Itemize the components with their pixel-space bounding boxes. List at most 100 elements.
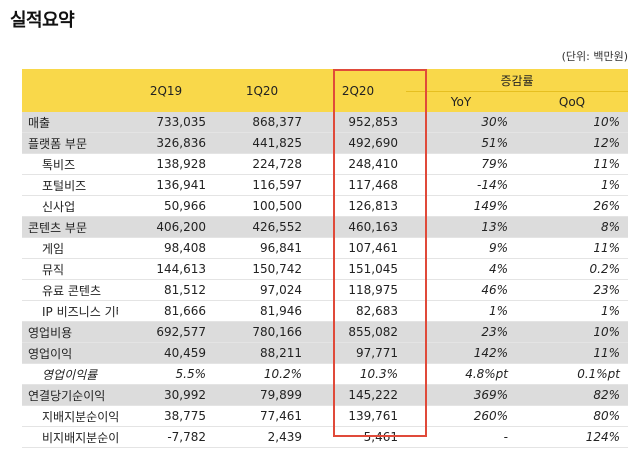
cell-yoy: 260% [473, 409, 508, 423]
row-label: IP 비즈니스 기타 [42, 304, 118, 319]
earnings-summary-table: 2Q19 1Q20 2Q20 증감률 YoY QoQ 매출 733,035 86… [22, 69, 628, 448]
cell-qoq: 0.1%pt [577, 367, 620, 381]
cell-1q20: 96,841 [260, 241, 302, 255]
header-growth-rate: 증감률 [406, 69, 628, 92]
table-row: 뮤직 144,613 150,742 151,045 4% 0.2% [22, 259, 628, 280]
table-row: 비지배지분순이익 -7,782 2,439 5,461 - 124% [22, 427, 628, 448]
cell-1q20: 77,461 [260, 409, 302, 423]
table-row: 콘텐츠 부문 406,200 426,552 460,163 13% 8% [22, 216, 628, 238]
cell-1q20: 100,500 [252, 199, 302, 213]
header-yoy: YoY [406, 91, 516, 112]
cell-2q19: -7,782 [167, 430, 206, 444]
cell-yoy: 79% [481, 157, 508, 171]
table-row: IP 비즈니스 기타 81,666 81,946 82,683 1% 1% [22, 301, 628, 322]
cell-yoy: 369% [406, 384, 516, 406]
cell-yoy: 51% [406, 132, 516, 154]
cell-1q20: 441,825 [214, 132, 310, 154]
cell-qoq: 23% [593, 283, 620, 297]
row-label: 게임 [42, 241, 65, 256]
row-label: 플랫폼 부문 [22, 132, 118, 154]
row-label: 신사업 [42, 199, 76, 214]
cell-2q19: 5.5% [175, 367, 207, 381]
cell-1q20: 150,742 [252, 262, 302, 276]
cell-qoq: 80% [593, 409, 620, 423]
cell-qoq: 12% [516, 132, 628, 154]
cell-2q19: 144,613 [156, 262, 206, 276]
cell-qoq: 26% [593, 199, 620, 213]
cell-2q20: 855,082 [310, 321, 406, 343]
page-title: 실적요약 [10, 10, 75, 31]
cell-yoy: -14% [476, 178, 508, 192]
table-row: 영업비용 692,577 780,166 855,082 23% 10% [22, 321, 628, 343]
row-label: 비지배지분순이익 [42, 430, 118, 445]
cell-2q20: 107,461 [348, 241, 398, 255]
cell-yoy: 9% [488, 241, 508, 255]
table-row: 게임 98,408 96,841 107,461 9% 11% [22, 238, 628, 259]
row-label: 유료 콘텐츠 [42, 283, 102, 298]
header-item-column [22, 69, 118, 112]
cell-yoy: 46% [481, 283, 508, 297]
cell-qoq: 8% [516, 216, 628, 238]
table-row: 영업이익률 5.5% 10.2% 10.3% 4.8%pt 0.1%pt [22, 364, 628, 385]
cell-yoy: 1% [488, 304, 508, 318]
row-label: 영업이익률 [42, 367, 98, 382]
cell-2q19: 733,035 [118, 112, 214, 133]
cell-qoq: 82% [516, 384, 628, 406]
cell-2q20: 82,683 [356, 304, 398, 318]
cell-2q20: 145,222 [310, 384, 406, 406]
cell-2q20: 139,761 [348, 409, 398, 423]
cell-2q20: 492,690 [310, 132, 406, 154]
cell-yoy: 149% [473, 199, 508, 213]
cell-2q20: 97,771 [310, 342, 406, 364]
row-label: 매출 [22, 112, 118, 133]
row-label: 뮤직 [42, 262, 65, 277]
cell-yoy: 4% [488, 262, 508, 276]
cell-2q19: 406,200 [118, 216, 214, 238]
cell-qoq: 10% [516, 112, 628, 133]
unit-note: (단위: 백만원) [561, 50, 628, 63]
cell-2q19: 38,775 [164, 409, 206, 423]
header-period-2q20: 2Q20 [310, 69, 406, 112]
row-label: 톡비즈 [42, 157, 76, 172]
cell-2q20: 5,461 [363, 430, 398, 444]
cell-2q20: 10.3% [359, 367, 398, 381]
cell-qoq: 124% [585, 430, 620, 444]
cell-2q20: 117,468 [348, 178, 398, 192]
cell-yoy: 142% [406, 342, 516, 364]
cell-qoq: 11% [516, 342, 628, 364]
row-label: 포털비즈 [42, 178, 87, 193]
cell-1q20: 81,946 [260, 304, 302, 318]
cell-2q19: 138,928 [156, 157, 206, 171]
cell-qoq: 1% [600, 178, 620, 192]
cell-2q20: 126,813 [348, 199, 398, 213]
cell-2q20: 248,410 [348, 157, 398, 171]
cell-qoq: 1% [600, 304, 620, 318]
cell-2q19: 692,577 [118, 321, 214, 343]
header-period-2q19: 2Q19 [118, 69, 214, 112]
cell-yoy: 4.8%pt [465, 367, 508, 381]
header-qoq: QoQ [516, 91, 628, 112]
cell-2q19: 81,666 [164, 304, 206, 318]
cell-yoy: 13% [406, 216, 516, 238]
cell-2q19: 326,836 [118, 132, 214, 154]
table-row: 영업이익 40,459 88,211 97,771 142% 11% [22, 342, 628, 364]
row-label: 영업비용 [22, 321, 118, 343]
cell-yoy: 23% [406, 321, 516, 343]
cell-2q19: 50,966 [164, 199, 206, 213]
cell-yoy: 30% [406, 112, 516, 133]
cell-2q20: 151,045 [348, 262, 398, 276]
cell-1q20: 116,597 [252, 178, 302, 192]
cell-1q20: 780,166 [214, 321, 310, 343]
cell-2q19: 136,941 [156, 178, 206, 192]
cell-1q20: 88,211 [214, 342, 310, 364]
cell-2q19: 81,512 [164, 283, 206, 297]
cell-1q20: 79,899 [214, 384, 310, 406]
row-label: 지배지분순이익 [42, 409, 118, 424]
cell-2q19: 40,459 [118, 342, 214, 364]
table-row: 지배지분순이익 38,775 77,461 139,761 260% 80% [22, 406, 628, 427]
cell-2q20: 118,975 [348, 283, 398, 297]
table-row: 유료 콘텐츠 81,512 97,024 118,975 46% 23% [22, 280, 628, 301]
cell-2q20: 460,163 [310, 216, 406, 238]
table-row: 플랫폼 부문 326,836 441,825 492,690 51% 12% [22, 132, 628, 154]
table-row: 톡비즈 138,928 224,728 248,410 79% 11% [22, 154, 628, 175]
